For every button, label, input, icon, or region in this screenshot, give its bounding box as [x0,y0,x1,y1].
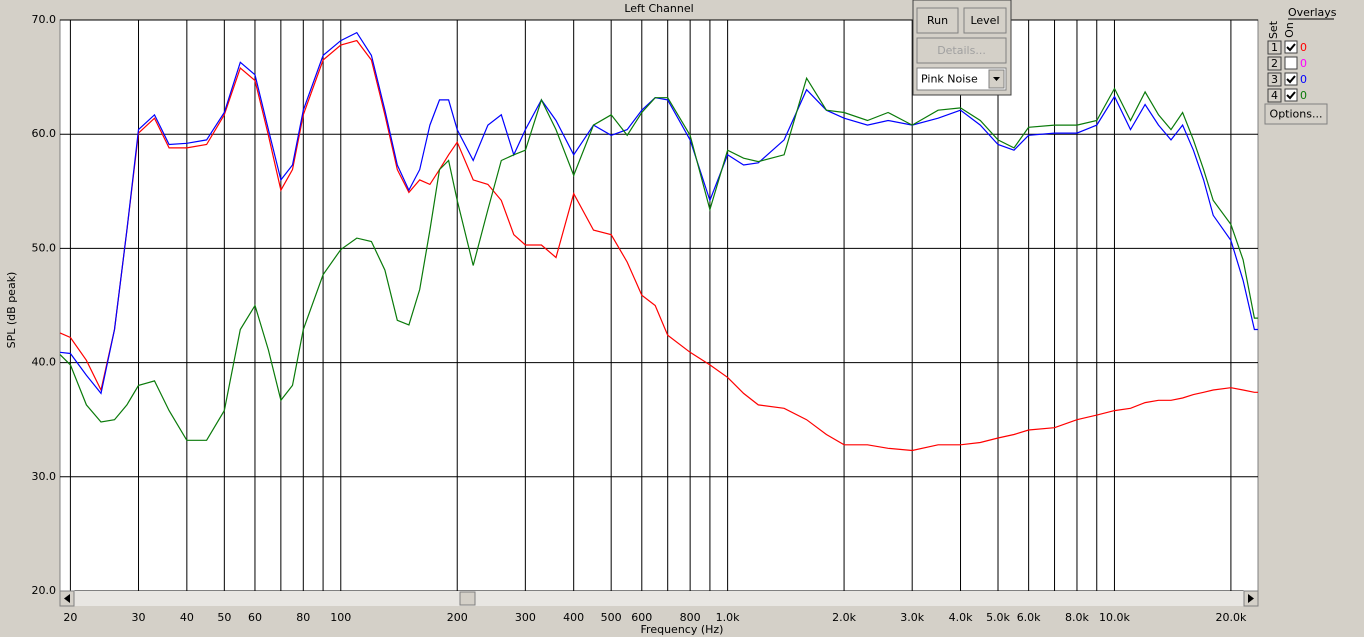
checkbox[interactable] [1284,56,1298,70]
signal-label: Pink Noise [921,73,978,86]
run-label: Run [927,14,948,27]
y-axis-label: SPL (dB peak) [5,272,18,349]
x-tick-label: 400 [563,611,584,624]
overlays-panel: Overlays Set On Options... 1 0 2 0 3 0 4 0 [1264,6,1337,125]
control-panel: Run Level Details... Pink Noise [912,0,1012,96]
options-button[interactable] [1264,103,1328,125]
x-tick-label: 50 [217,611,231,624]
x-tick-label: 10.0k [1099,611,1130,624]
checkbox[interactable] [1284,72,1298,86]
set-header: Set [1267,20,1280,39]
y-tick-label: 40.0 [32,356,57,369]
set-button[interactable] [1267,56,1282,71]
y-tick-label: 20.0 [32,584,57,597]
scroll-track[interactable] [60,591,1258,606]
offset-label: 0 [1300,73,1307,86]
x-tick-label: 5.0k [986,611,1010,624]
offset-label: 0 [1300,89,1307,102]
arrow-left [64,594,70,603]
x-tick-label: 1.0k [716,611,740,624]
x-tick-label: 6.0k [1017,611,1041,624]
checkbox[interactable] [1284,40,1298,54]
scrollbar[interactable] [59,590,1259,607]
set-button[interactable] [1267,88,1282,103]
set-label: 2 [1271,57,1278,70]
y-tick-label: 70.0 [32,13,57,26]
details-button[interactable] [916,37,1007,64]
curves [59,31,1258,452]
curve [59,31,1258,395]
x-tick-label: 2.0k [832,611,856,624]
x-axis-label: Frequency (Hz) [641,623,724,636]
x-tick-label: 4.0k [949,611,973,624]
x-tick-label: 20.0k [1215,611,1246,624]
y-tick-label: 30.0 [32,470,57,483]
plot-area [59,19,1259,592]
check-mark [1286,91,1296,100]
select-arrow [993,77,1000,81]
set-label: 4 [1271,89,1278,102]
y-tick-label: 50.0 [32,241,57,254]
x-tick-label: 600 [631,611,652,624]
set-button[interactable] [1267,72,1282,87]
arrow-right [1248,594,1254,603]
details-label: Details... [937,44,986,57]
set-label: 1 [1271,41,1278,54]
y-tick-label: 60.0 [32,127,57,140]
options-label: Options... [1270,108,1323,121]
x-tick-label: 8.0k [1065,611,1089,624]
x-tick-label: 3.0k [900,611,924,624]
offset-label: 0 [1300,41,1307,54]
set-button[interactable] [1267,40,1282,55]
x-tick-label: 60 [248,611,262,624]
check-mark [1286,43,1296,52]
chart-title: Left Channel [624,2,693,15]
x-tick-label: 500 [601,611,622,624]
signal-select[interactable] [916,67,1007,91]
overlays-title: Overlays [1288,6,1337,19]
curve [59,76,1258,441]
x-tick-label: 80 [296,611,310,624]
scroll-thumb[interactable] [459,591,476,606]
check-mark [1286,75,1296,84]
x-tick-label: 100 [330,611,351,624]
x-tick-label: 300 [515,611,536,624]
x-tick-label: 40 [180,611,194,624]
checkbox[interactable] [1284,88,1298,102]
x-tick-label: 30 [132,611,146,624]
level-label: Level [970,14,999,27]
x-tick-label: 200 [447,611,468,624]
curve [59,39,1258,452]
offset-label: 0 [1300,57,1307,70]
run-button[interactable] [916,7,959,34]
set-label: 3 [1271,73,1278,86]
x-tick-label: 800 [680,611,701,624]
x-tick-label: 20 [63,611,77,624]
level-button[interactable] [963,7,1007,34]
on-header: On [1283,22,1296,38]
